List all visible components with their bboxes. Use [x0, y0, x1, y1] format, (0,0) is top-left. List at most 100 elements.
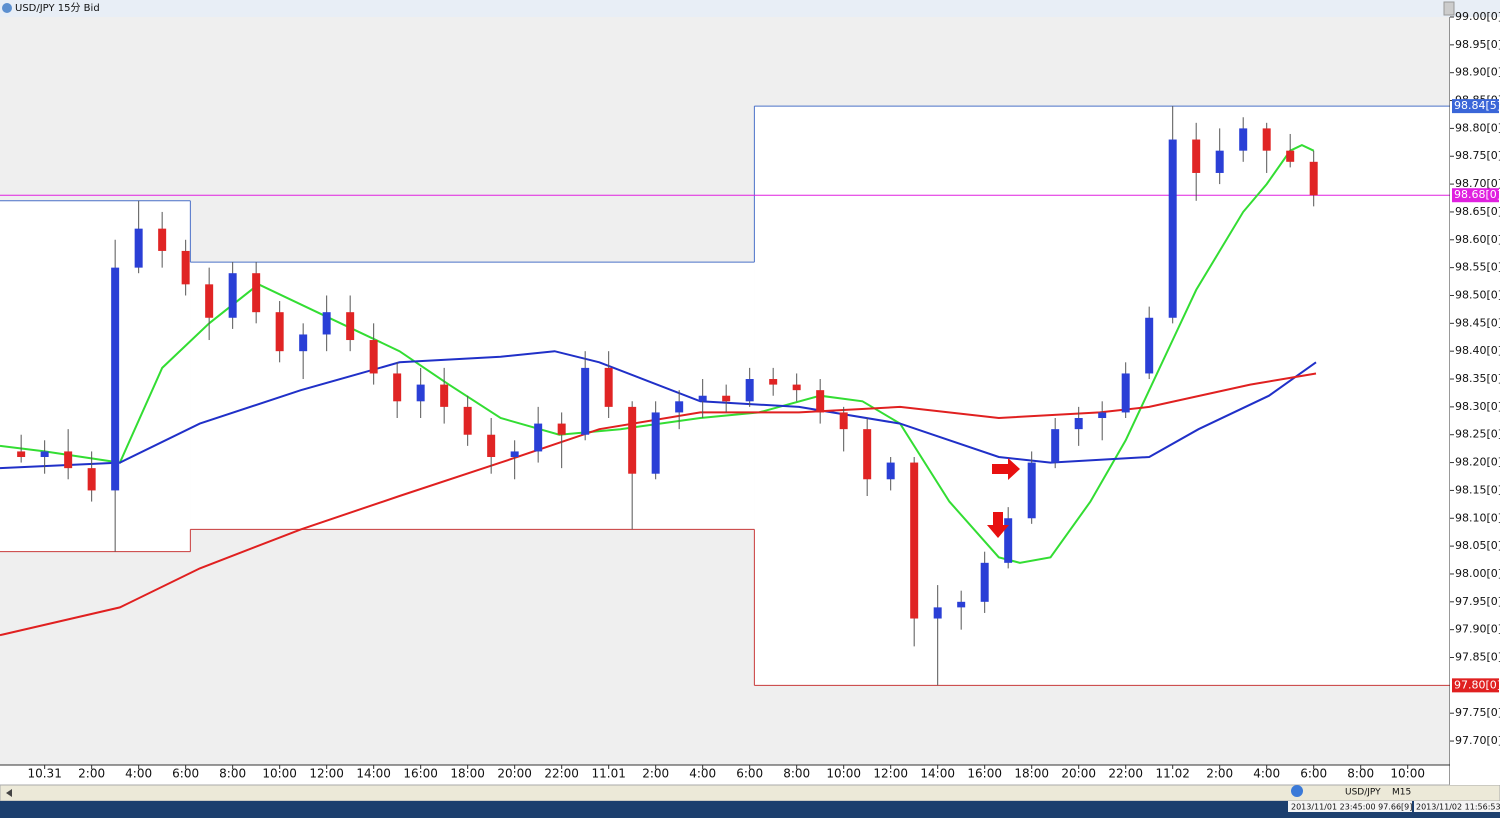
candle-body	[369, 340, 378, 374]
candle-body	[440, 384, 449, 407]
candle-body	[487, 434, 496, 457]
candle-body	[17, 451, 26, 457]
price-marker-label: 98.84[5]	[1454, 99, 1500, 112]
y-tick-label: 98.65[0]	[1455, 205, 1500, 218]
x-tick-label: 18:00	[450, 767, 485, 781]
candle-body	[745, 379, 754, 402]
price-marker	[1452, 188, 1499, 203]
y-axis-area	[1450, 17, 1500, 785]
x-tick-label: 6:00	[736, 767, 763, 781]
app-icon	[2, 3, 12, 13]
candle-body	[1192, 139, 1201, 173]
x-tick-label: 8:00	[783, 767, 810, 781]
day-range-band	[190, 262, 755, 530]
x-tick-label: 12:00	[309, 767, 344, 781]
x-tick-label: 6:00	[172, 767, 199, 781]
y-tick-label: 98.70[0]	[1455, 177, 1500, 190]
y-tick-label: 98.35[0]	[1455, 372, 1500, 385]
x-tick-label: 11.01	[591, 767, 625, 781]
candle-body	[1145, 317, 1154, 374]
scrollbar[interactable]	[0, 784, 1500, 802]
x-tick-label: 2:00	[642, 767, 669, 781]
candle-body	[158, 228, 167, 251]
candle-body	[1121, 373, 1130, 413]
x-tick-label: 11.02	[1156, 767, 1190, 781]
x-tick-label: 2:00	[1206, 767, 1233, 781]
candle-body	[463, 406, 472, 435]
price-marker-label: 97.80[0]	[1454, 678, 1500, 691]
title-bar	[0, 0, 1500, 17]
candle-body	[510, 451, 519, 457]
y-tick-label: 98.15[0]	[1455, 483, 1500, 496]
x-tick-label: 2:00	[78, 767, 105, 781]
y-tick-label: 98.25[0]	[1455, 428, 1500, 441]
candle-body	[863, 429, 872, 480]
candle-body	[1286, 150, 1295, 162]
candle-body	[1074, 418, 1083, 430]
taskbar	[0, 801, 1500, 818]
toolbar-period[interactable]: M15	[1392, 788, 1411, 798]
x-tick-label: 22:00	[544, 767, 579, 781]
x-tick-label: 18:00	[1014, 767, 1049, 781]
price-marker-label: 98.68[0]	[1454, 188, 1500, 201]
candle-body	[1239, 128, 1248, 151]
candle-body	[651, 412, 660, 474]
y-tick-label: 98.75[0]	[1455, 149, 1500, 162]
x-axis-area	[0, 765, 1450, 785]
x-tick-label: 10:00	[262, 767, 297, 781]
candle-body	[957, 601, 966, 608]
candle-body	[933, 607, 942, 619]
scroll-up[interactable]	[1443, 1, 1455, 16]
candle-body	[275, 312, 284, 352]
candle-body	[557, 423, 566, 435]
y-tick-label: 98.30[0]	[1455, 400, 1500, 413]
price-marker	[1452, 99, 1499, 114]
y-tick-label: 98.55[0]	[1455, 261, 1500, 274]
status-cell	[1414, 801, 1500, 812]
status-cursor: 2013/11/01 23:45:00 97.66[9]	[1291, 803, 1412, 812]
y-tick-label: 98.60[0]	[1455, 233, 1500, 246]
candle-body	[839, 412, 848, 430]
candle-body	[792, 384, 801, 391]
y-tick-label: 97.85[0]	[1455, 651, 1500, 664]
candle-body	[628, 406, 637, 474]
play-button[interactable]	[1291, 785, 1303, 797]
candle-body	[1027, 462, 1036, 519]
toolbar-symbol[interactable]: USD/JPY	[1345, 788, 1381, 798]
candle-body	[87, 468, 96, 491]
status-clock: 2013/11/02 11:56:53	[1416, 803, 1500, 812]
candle-body	[534, 423, 543, 452]
candle-body	[581, 367, 590, 435]
candle-body	[205, 284, 214, 318]
candle-body	[393, 373, 402, 402]
x-tick-label: 10.31	[27, 767, 61, 781]
candle-body	[111, 267, 120, 491]
x-tick-label: 12:00	[873, 767, 908, 781]
y-tick-label: 98.80[0]	[1455, 121, 1500, 134]
candle-body	[228, 273, 237, 318]
candle-body	[1262, 128, 1271, 151]
y-tick-label: 98.90[0]	[1455, 66, 1500, 79]
candle-body	[322, 312, 331, 335]
y-tick-label: 98.95[0]	[1455, 38, 1500, 51]
x-tick-label: 10:00	[1390, 767, 1425, 781]
x-tick-label: 8:00	[1347, 767, 1374, 781]
x-tick-label: 6:00	[1300, 767, 1327, 781]
candle-body	[698, 395, 707, 402]
candle-body	[1004, 518, 1013, 563]
x-tick-label: 22:00	[1108, 767, 1143, 781]
y-tick-label: 97.70[0]	[1455, 734, 1500, 747]
x-tick-label: 16:00	[403, 767, 438, 781]
y-tick-label: 97.75[0]	[1455, 706, 1500, 719]
candle-body	[1309, 161, 1318, 196]
candle-body	[1215, 150, 1224, 173]
candle-body	[886, 462, 895, 480]
candle-body	[346, 312, 355, 341]
candle-body	[40, 451, 49, 457]
y-tick-label: 98.10[0]	[1455, 511, 1500, 524]
x-tick-label: 10:00	[826, 767, 861, 781]
price-marker	[1452, 678, 1499, 693]
candle-body	[675, 401, 684, 413]
scroll-left[interactable]	[6, 789, 12, 797]
